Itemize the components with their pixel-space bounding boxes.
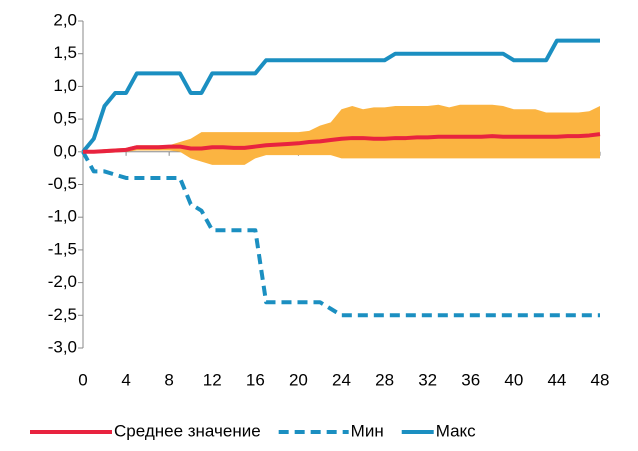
- y-tick-label: 0,0: [53, 141, 77, 160]
- x-tick-label: 16: [246, 370, 265, 389]
- legend-label: Среднее значение: [114, 421, 261, 440]
- x-tick-label: 44: [547, 370, 566, 389]
- x-tick-label: 20: [289, 370, 308, 389]
- band-area: [83, 104, 600, 165]
- x-tick-label: 4: [121, 370, 130, 389]
- y-tick-label: -0,5: [48, 174, 77, 193]
- x-tick-label: 0: [78, 370, 87, 389]
- x-tick-label: 40: [504, 370, 523, 389]
- y-tick-label: 0,5: [53, 109, 77, 128]
- series-line: [81, 150, 600, 318]
- x-tick-label: 8: [164, 370, 173, 389]
- x-tick-label: 24: [332, 370, 351, 389]
- legend-label: Макс: [436, 421, 476, 440]
- y-tick-label: -1,0: [48, 207, 77, 226]
- y-tick-label: -2,5: [48, 305, 77, 324]
- legend-label: Мин: [351, 421, 384, 440]
- x-tick-label: 32: [418, 370, 437, 389]
- series-line: [83, 132, 601, 154]
- y-tick-label: -2,0: [48, 272, 77, 291]
- y-tick-label: 1,5: [53, 43, 77, 62]
- y-tick-label: -1,5: [48, 239, 77, 258]
- y-tick-label: 1,0: [53, 76, 77, 95]
- y-tick-label: -3,0: [48, 337, 77, 356]
- x-tick-label: 48: [591, 370, 610, 389]
- x-tick-label: 28: [375, 370, 394, 389]
- y-tick-label: 2,0: [53, 10, 77, 29]
- x-tick-label: 12: [203, 370, 222, 389]
- x-tick-label: 36: [461, 370, 480, 389]
- series-line: [81, 38, 600, 154]
